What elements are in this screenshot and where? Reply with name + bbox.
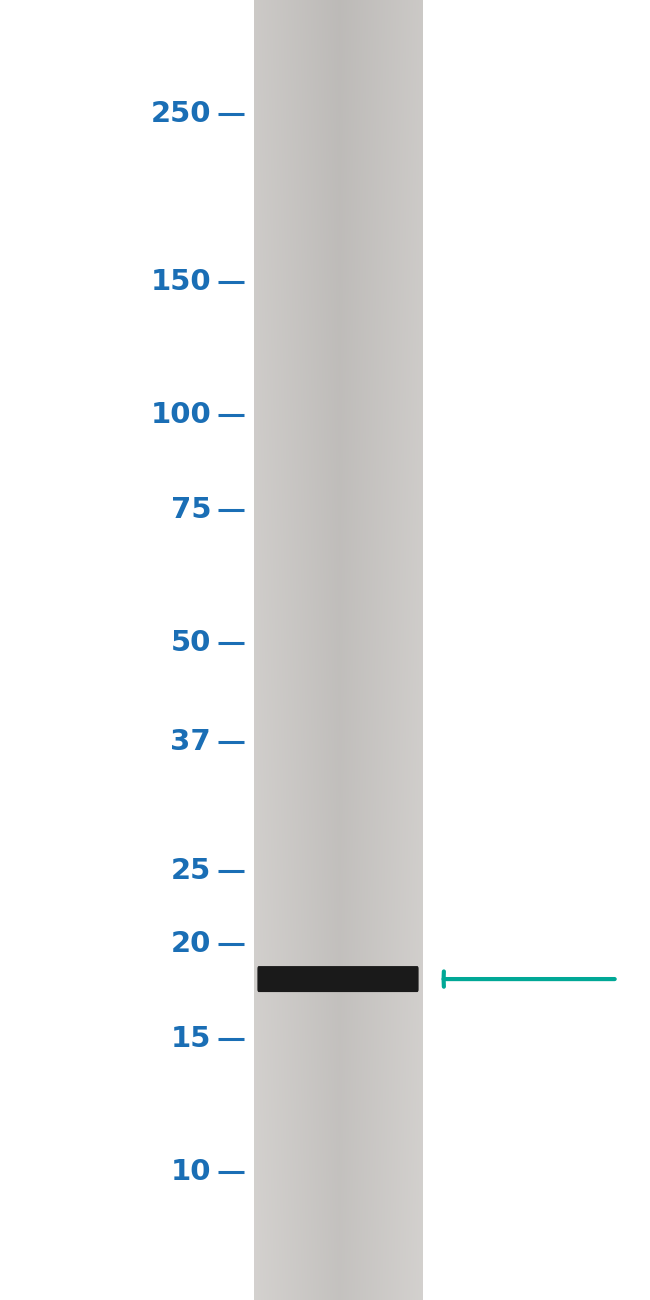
Text: 75: 75: [171, 495, 211, 524]
Text: 15: 15: [171, 1024, 211, 1053]
Text: 10: 10: [171, 1158, 211, 1187]
Text: 25: 25: [171, 857, 211, 885]
Text: 37: 37: [170, 728, 211, 757]
FancyBboxPatch shape: [257, 966, 419, 992]
Text: 100: 100: [151, 402, 211, 429]
Text: 250: 250: [151, 100, 211, 129]
Text: 50: 50: [171, 629, 211, 658]
Text: 150: 150: [151, 268, 211, 296]
Text: 20: 20: [171, 931, 211, 958]
